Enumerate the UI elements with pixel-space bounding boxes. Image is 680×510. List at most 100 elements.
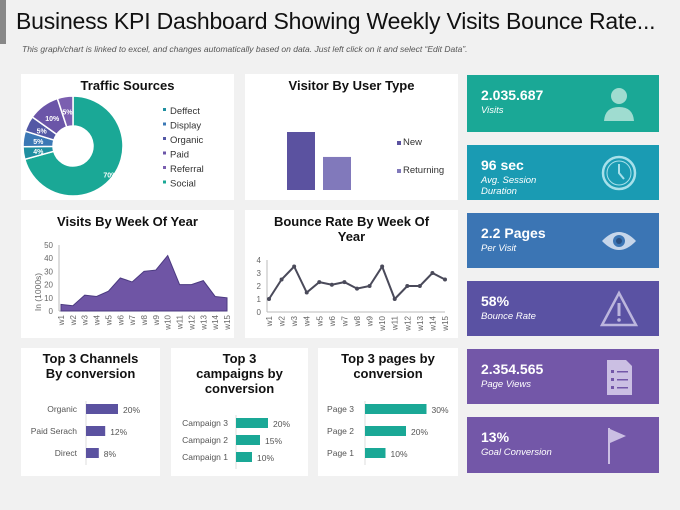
category-label: Paid Serach (31, 426, 78, 436)
visits-week-panel[interactable]: Visits By Week Of Year In (1000s) 0 10 20 30… (21, 210, 234, 338)
x-tick-label: w5 (104, 314, 113, 326)
x-tick-label: w13 (199, 314, 208, 330)
legend-item-social: Social (170, 179, 196, 190)
bar-campaign-3 (236, 418, 268, 428)
category-label: Campaign 2 (182, 435, 228, 445)
category-label: Page 1 (327, 448, 354, 458)
top-pages-panel[interactable]: Top 3 pages by conversion Page 3 30% Page … (318, 348, 458, 476)
kpi-card-avg-session-duration[interactable]: 96 sec Avg. Session Duration (467, 145, 659, 200)
y-tick-label: 40 (44, 254, 53, 263)
y-tick-label: 1 (257, 295, 262, 304)
kpi-label: Goal Conversion (481, 447, 552, 458)
data-point (292, 264, 297, 269)
y-tick-label: 0 (49, 307, 54, 316)
kpi-card-bounce-rate[interactable]: 58% Bounce Rate (467, 281, 659, 336)
bar-page-3 (365, 404, 427, 414)
kpi-card-goal-conversion[interactable]: 13% Goal Conversion (467, 417, 659, 473)
x-tick-label: w2 (278, 315, 287, 327)
bounce-week-panel[interactable]: Bounce Rate By Week Of Year 0 1 2 3 4 w1 w2 w3 w… (245, 210, 458, 338)
title-accent-bar (0, 0, 6, 44)
kpi-label: Visits (481, 105, 504, 116)
chart-title: Visits By Week Of Year (57, 214, 198, 229)
legend-swatch (163, 122, 166, 126)
visitor-type-panel[interactable]: Visitor By User Type New Returning (245, 74, 458, 200)
y-tick-label: 50 (44, 241, 53, 250)
x-tick-label: w9 (366, 315, 375, 327)
y-tick-label: 30 (44, 267, 53, 276)
page-subtitle: This graph/chart is linked to excel, and… (22, 44, 468, 54)
warning-icon (599, 290, 639, 327)
pie-label: 5% (33, 139, 44, 146)
y-tick-label: 0 (257, 308, 262, 317)
bar-returning (323, 156, 351, 190)
kpi-value: 2.035.687 (481, 87, 544, 103)
data-label: 15% (265, 436, 282, 446)
kpi-value: 2.2 Pages (481, 225, 546, 241)
x-tick-label: w15 (223, 314, 232, 330)
category-label: Organic (47, 404, 78, 414)
legend-swatch (163, 137, 166, 140)
kpi-card-per-visit[interactable]: 2.2 Pages Per Visit (467, 213, 659, 268)
data-point (355, 286, 359, 291)
y-tick-label: 20 (44, 281, 53, 290)
legend-item-organic: Organic (170, 135, 204, 146)
data-label: 10% (257, 453, 274, 463)
data-point (304, 290, 309, 295)
area-series (60, 254, 228, 312)
pie-label: 10% (45, 116, 60, 123)
x-tick-label: w5 (315, 315, 324, 327)
x-tick-label: w14 (428, 315, 437, 331)
traffic-sources-panel[interactable]: Traffic Sources 70% 4% 5% 5% 10% 5% Deffect Dis… (21, 74, 234, 200)
y-tick-label: 3 (257, 269, 262, 278)
legend-item-referral: Referral (170, 164, 204, 175)
bar-page-2 (365, 426, 406, 436)
legend-item-paid: Paid (170, 150, 189, 161)
category-label: Campaign 1 (182, 452, 228, 462)
data-label: 12% (110, 427, 127, 437)
kpi-label: Bounce Rate (481, 311, 536, 322)
chart-title: Top 3 pages by conversion (341, 351, 435, 381)
legend-swatch (163, 166, 166, 169)
x-tick-label: w7 (128, 314, 137, 326)
data-point (279, 277, 284, 282)
legend-swatch (163, 180, 166, 184)
x-tick-label: w3 (81, 314, 90, 326)
data-point (380, 264, 385, 269)
x-tick-label: w6 (116, 314, 125, 326)
user-icon (604, 88, 634, 121)
chart-title: Top 3 campaigns by conversion (196, 351, 283, 396)
legend-swatch (163, 151, 166, 155)
data-point (329, 282, 334, 287)
kpi-value: 96 sec (481, 157, 524, 173)
bar-new (287, 132, 315, 190)
kpi-card-page-views[interactable]: 2.354.565 Page Views (467, 349, 659, 404)
legend-item-new: New (403, 137, 422, 148)
flag-icon (608, 428, 626, 464)
legend-swatch (397, 141, 401, 145)
top-channels-panel[interactable]: Top 3 Channels By conversion Organic 20% P… (21, 348, 160, 476)
data-point (405, 284, 410, 288)
data-point (443, 277, 447, 282)
data-label: 30% (432, 405, 449, 415)
x-tick-label: w3 (290, 315, 299, 327)
kpi-label: Avg. Session Duration (481, 175, 537, 197)
x-tick-label: w11 (391, 315, 400, 331)
x-tick-label: w15 (441, 315, 450, 331)
x-tick-label: w1 (57, 314, 66, 326)
kpi-card-visits[interactable]: 2.035.687 Visits (467, 75, 659, 132)
y-tick-label: 4 (257, 256, 262, 265)
x-tick-label: w11 (176, 314, 185, 330)
y-tick-label: 2 (257, 282, 262, 291)
data-point (392, 297, 397, 301)
bar-campaign-1 (236, 452, 252, 462)
x-tick-label: w10 (164, 314, 173, 330)
pie-label: 5% (62, 109, 73, 116)
top-campaigns-panel[interactable]: Top 3 campaigns by conversion Campaign 3… (171, 348, 308, 476)
chart-title: Top 3 Channels By conversion (42, 351, 139, 381)
chart-title: Traffic Sources (80, 78, 175, 93)
data-point (367, 284, 372, 288)
legend-swatch (397, 169, 401, 173)
data-label: 20% (411, 427, 428, 437)
x-tick-label: w14 (211, 314, 220, 330)
category-label: Page 3 (327, 404, 354, 414)
